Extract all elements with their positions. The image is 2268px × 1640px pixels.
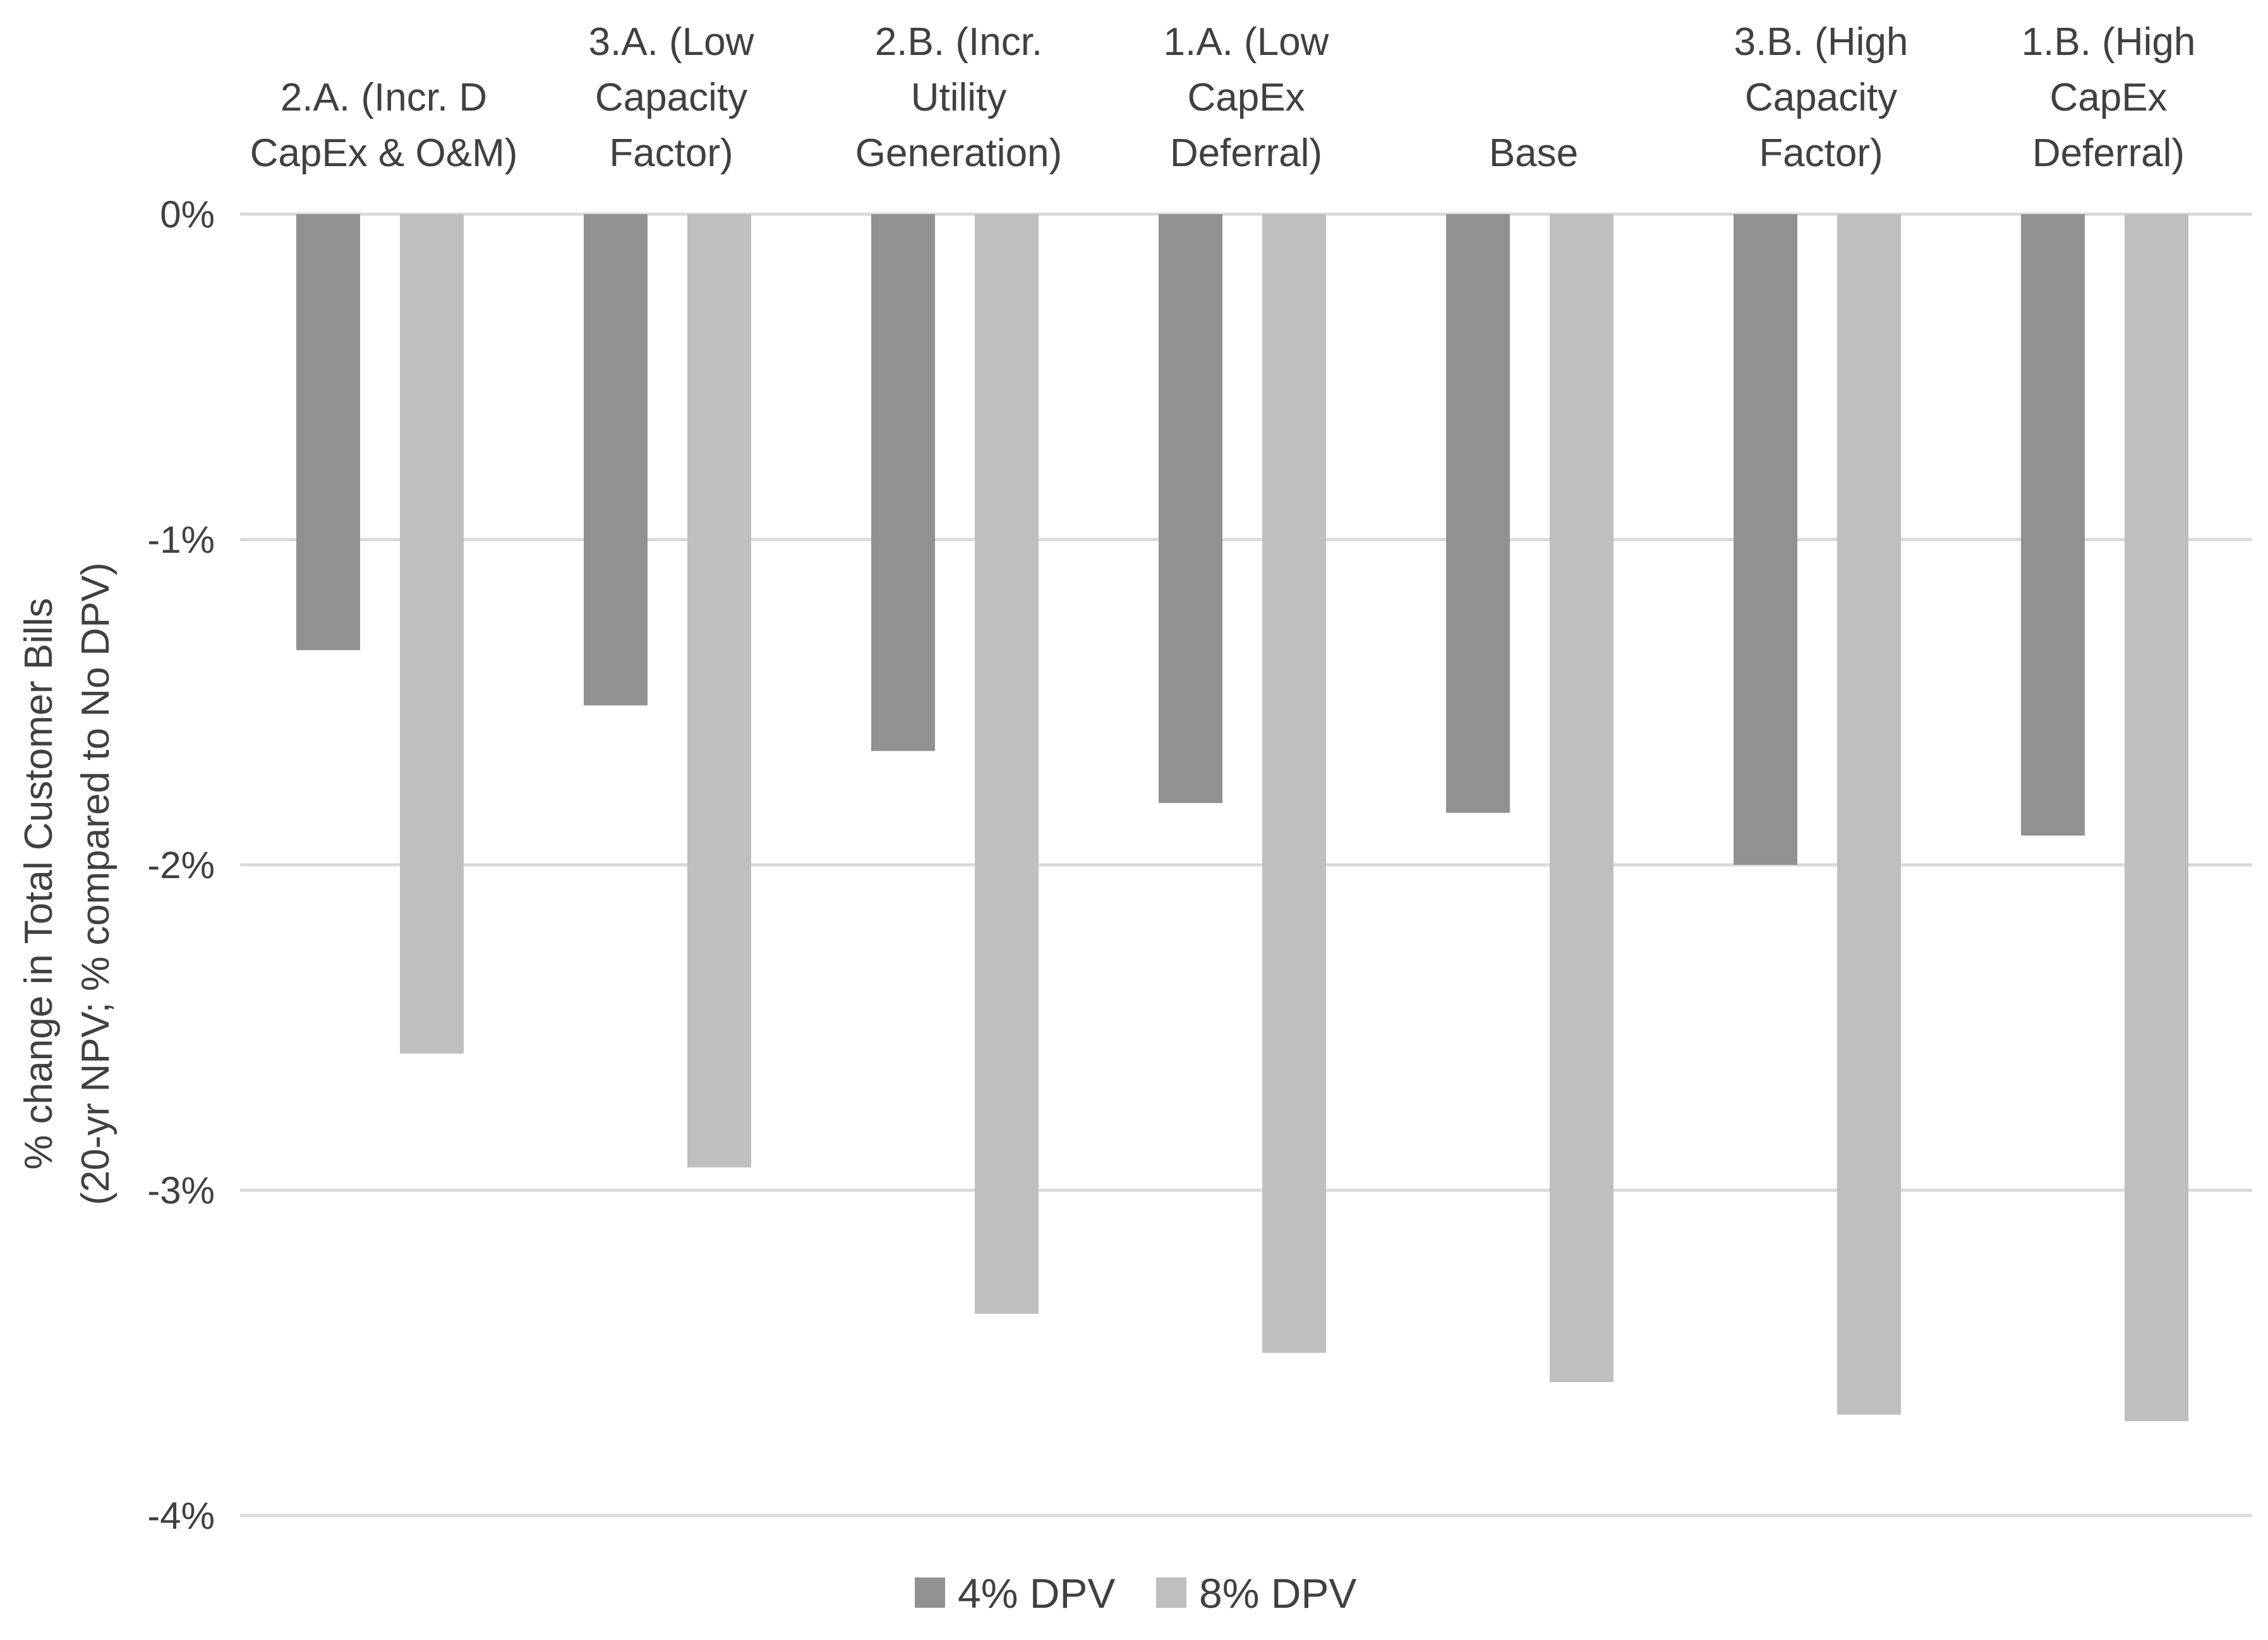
category-label: 1.A. (Low CapEx Deferral)	[1164, 20, 1329, 175]
y-tick-label: -2%	[147, 844, 215, 886]
y-tick-label: -1%	[147, 519, 215, 561]
bar-series-1	[1734, 214, 1797, 865]
y-axis-title-text: % change in Total Customer Bills (20-yr N…	[17, 562, 118, 1205]
y-axis-ticks: 0% -1% -2% -3% -4%	[147, 193, 215, 1537]
category-label: 1.B. (High CapEx Deferral)	[2022, 20, 2196, 175]
legend-swatch	[915, 1577, 945, 1608]
legend-label: 4% DPV	[958, 1570, 1115, 1617]
bar-series-1	[1159, 214, 1222, 804]
legend-label: 8% DPV	[1199, 1570, 1356, 1617]
bar-series-2	[400, 214, 464, 1054]
bars	[296, 214, 2188, 1421]
bar-series-1	[296, 214, 360, 651]
y-tick-label: -4%	[147, 1495, 215, 1537]
legend-swatch	[1156, 1577, 1186, 1608]
bar-series-1	[584, 214, 648, 706]
y-axis-title: % change in Total Customer Bills (20-yr N…	[17, 562, 118, 1205]
category-label: 3.B. (High Capacity Factor)	[1734, 20, 1909, 175]
bar-series-1	[1446, 214, 1510, 813]
gridlines	[240, 212, 2252, 1517]
bar-series-2	[1262, 214, 1326, 1353]
category-label: 3.A. (Low Capacity Factor)	[589, 20, 754, 175]
category-labels: 2.A. (Incr. D CapEx & O&M) 3.A. (Low Capaci…	[250, 20, 2196, 175]
bar-series-2	[975, 214, 1039, 1314]
bar-series-2	[2125, 214, 2188, 1421]
bar-series-2	[1837, 214, 1901, 1415]
bar-series-1	[2021, 214, 2085, 836]
category-label: Base	[1489, 131, 1578, 175]
category-label: 2.B. (Incr. Utility Generation)	[855, 20, 1062, 175]
bar-series-1	[871, 214, 935, 751]
y-tick-label: -3%	[147, 1169, 215, 1212]
legend: 4% DPV 8% DPV	[915, 1570, 1356, 1617]
bar-series-2	[687, 214, 751, 1167]
y-tick-label: 0%	[160, 193, 215, 236]
bar-series-2	[1550, 214, 1614, 1382]
category-label: 2.A. (Incr. D CapEx & O&M)	[250, 76, 518, 175]
